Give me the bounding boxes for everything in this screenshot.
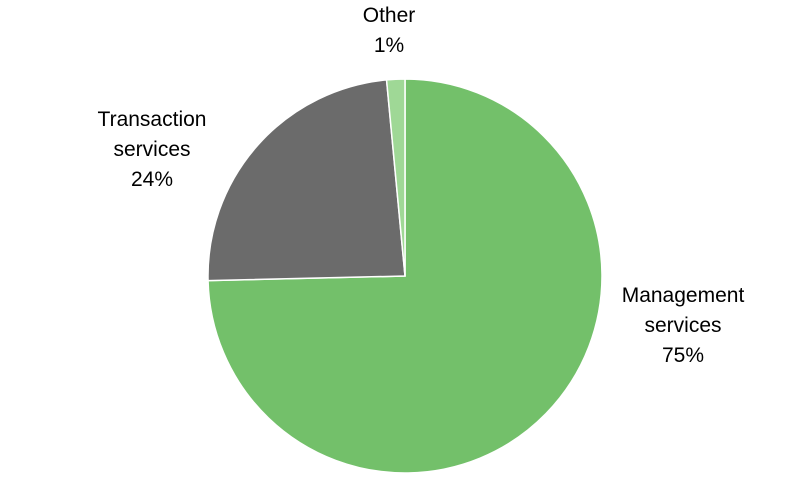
pie-slice-management-services [207,78,603,474]
slice-percent: 24% [131,168,173,191]
slice-name: Management [622,284,745,307]
pie-slice-other [385,78,406,277]
pie-slice-transaction-services [207,79,406,282]
slice-label: Management services 75% [622,284,745,367]
slice-name: services [644,314,721,337]
slice-name: Transaction [98,108,207,131]
slice-label: Other 1% [363,4,416,57]
slice-name: services [113,138,190,161]
slice-name: Other [363,4,416,27]
slice-label: Transaction services 24% [98,108,207,191]
slice-percent: 1% [374,34,404,57]
slice-percent: 75% [662,344,704,367]
